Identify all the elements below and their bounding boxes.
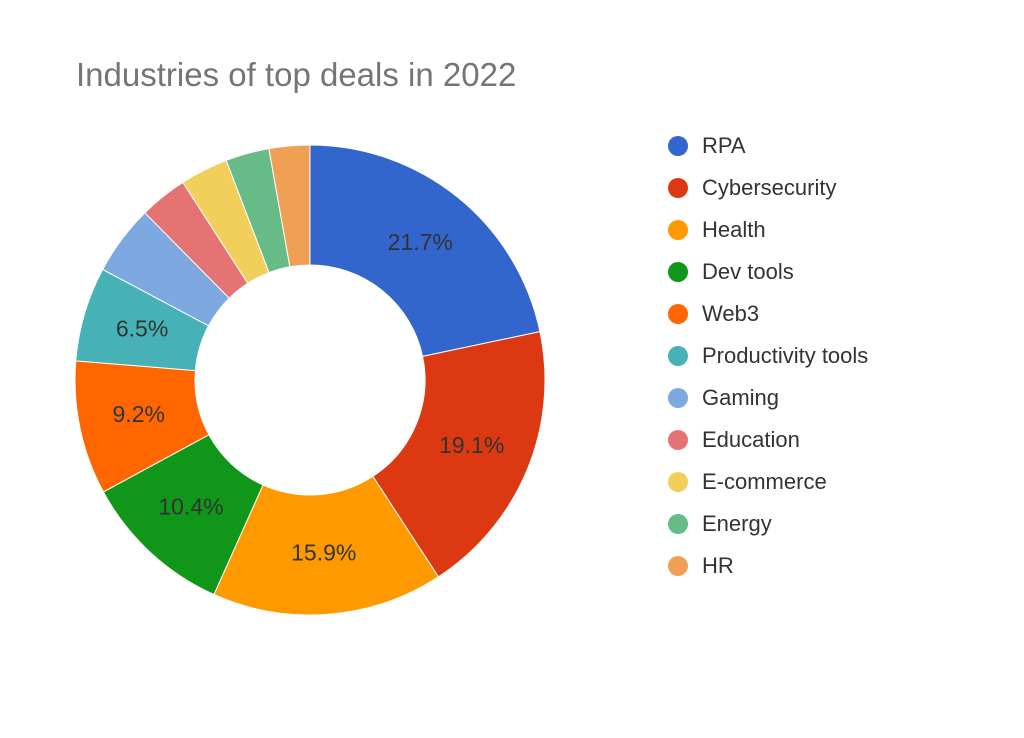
legend-label: Education (702, 427, 800, 453)
legend-item[interactable]: Web3 (668, 293, 868, 335)
slice-value-label: 15.9% (291, 540, 356, 566)
legend-label: Cybersecurity (702, 175, 836, 201)
legend-swatch-icon (668, 178, 688, 198)
slice-value-label: 19.1% (439, 432, 504, 458)
legend-label: E-commerce (702, 469, 827, 495)
legend-item[interactable]: RPA (668, 125, 868, 167)
legend-item[interactable]: E-commerce (668, 461, 868, 503)
legend-label: Web3 (702, 301, 759, 327)
legend-item[interactable]: Dev tools (668, 251, 868, 293)
legend-item[interactable]: Cybersecurity (668, 167, 868, 209)
legend-label: Productivity tools (702, 343, 868, 369)
legend: RPA Cybersecurity Health Dev tools Web3 Produ… (668, 125, 868, 587)
legend-label: Energy (702, 511, 772, 537)
legend-swatch-icon (668, 556, 688, 576)
legend-label: HR (702, 553, 734, 579)
legend-item[interactable]: Gaming (668, 377, 868, 419)
legend-swatch-icon (668, 262, 688, 282)
legend-swatch-icon (668, 388, 688, 408)
legend-swatch-icon (668, 472, 688, 492)
legend-item[interactable]: HR (668, 545, 868, 587)
slice-value-label: 10.4% (158, 493, 223, 519)
legend-swatch-icon (668, 304, 688, 324)
donut-chart: Industries of top deals in 2022 21.7%19.… (0, 0, 1024, 738)
legend-item[interactable]: Energy (668, 503, 868, 545)
legend-swatch-icon (668, 346, 688, 366)
legend-swatch-icon (668, 514, 688, 534)
slice-value-label: 9.2% (113, 401, 165, 427)
legend-swatch-icon (668, 430, 688, 450)
legend-item[interactable]: Education (668, 419, 868, 461)
legend-item[interactable]: Productivity tools (668, 335, 868, 377)
legend-swatch-icon (668, 220, 688, 240)
legend-label: Gaming (702, 385, 779, 411)
donut-svg: 21.7% 19.1% 15.9% 10.4% 9.2% 6.5% (0, 0, 1024, 738)
legend-label: Health (702, 217, 766, 243)
legend-swatch-icon (668, 136, 688, 156)
legend-item[interactable]: Health (668, 209, 868, 251)
legend-label: RPA (702, 133, 746, 159)
slice-value-label: 6.5% (116, 316, 168, 342)
slice-value-label: 21.7% (388, 229, 453, 255)
legend-label: Dev tools (702, 259, 794, 285)
